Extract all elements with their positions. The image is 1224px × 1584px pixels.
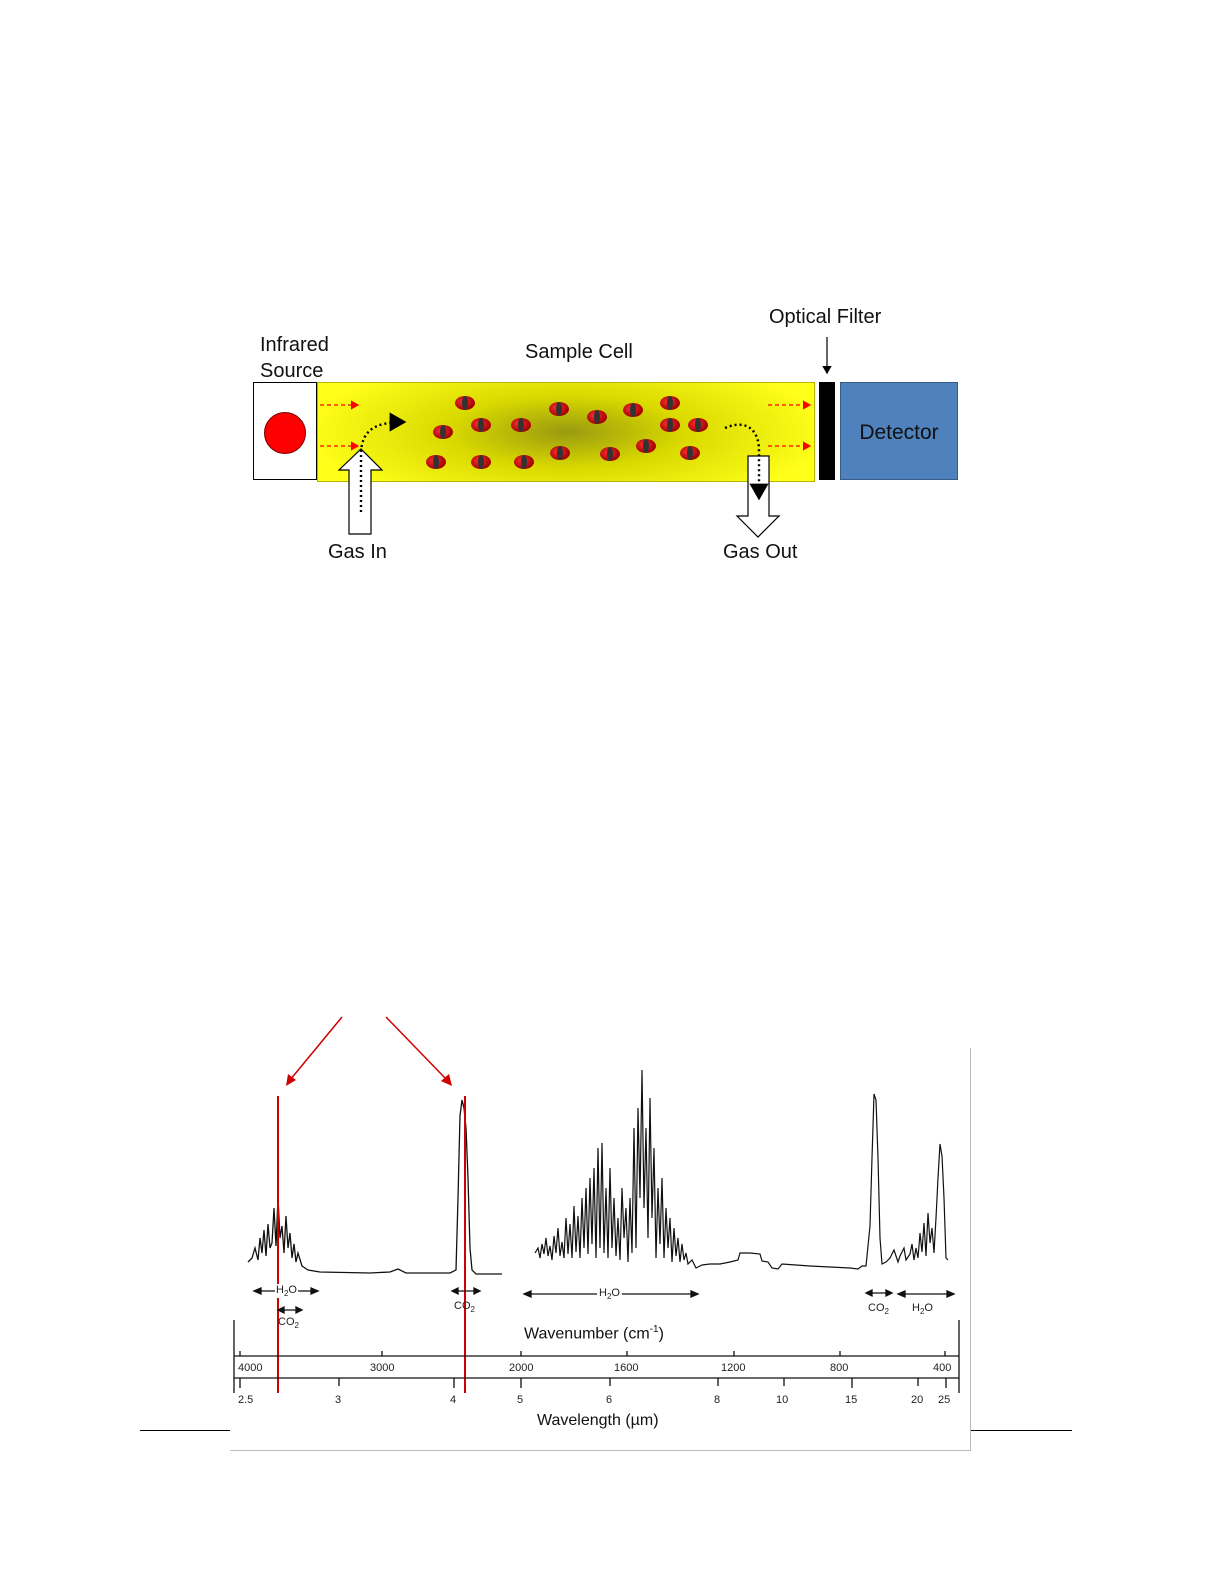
wavelength-tick-label: 25 [938,1394,951,1406]
wavenumber-title-text: Wavenumber (cm [524,1325,650,1343]
infrared-source-label: Infrared Source [260,332,329,384]
gas-out-arrow [735,455,781,538]
gas-in-label: Gas In [328,541,387,563]
diagram-overlay [320,337,832,538]
highlight-markers [277,1096,466,1393]
spectrum-trace-left [247,1099,502,1275]
molecule [623,403,643,417]
wavenumber-tick-label: 4000 [238,1362,263,1374]
detector: Detector [840,382,958,480]
wavelength-tick-label: 3 [335,1394,342,1406]
molecule [455,396,475,410]
infrared-source-emitter [264,412,306,454]
spectrum-trace-middle [534,1069,949,1270]
pointer-arrow-left [289,1016,343,1081]
axis-frame [233,1320,960,1393]
wavenumber-tick-label: 400 [933,1362,952,1374]
infrared-source-label-line2: Source [260,360,324,382]
page-rule-right [970,1430,1072,1431]
molecule [549,402,569,416]
wavelength-tick-label: 8 [714,1394,721,1406]
wavelength-tick-label: 5 [517,1394,524,1406]
gas-out-label: Gas Out [723,541,798,563]
molecule [471,455,491,469]
wavenumber-tick-label: 3000 [370,1362,395,1374]
detector-label: Detector [859,421,939,444]
gas-in-flow-path [359,412,407,512]
page-rule-left [140,1430,230,1431]
molecule [660,418,680,432]
wavenumber-tick-label: 800 [830,1362,849,1374]
molecule [660,396,680,410]
molecule [688,418,708,432]
band-label-h2o-left: H2O [275,1284,298,1299]
ir-spectrum: H2O CO2 CO2 H2O CO2 H2O Wavenumber (cm-1… [230,1048,971,1451]
band-label-h2o-right: H2O [912,1302,933,1317]
gas-molecules [426,396,708,469]
molecule [636,439,656,453]
band-label-co2-left: CO2 [278,1316,299,1331]
wavenumber-tick-label: 1200 [721,1362,746,1374]
band-label-co2-mid: CO2 [454,1300,475,1315]
wavelength-tick-label: 10 [776,1394,789,1406]
wavelength-tick-label: 15 [845,1394,858,1406]
pointer-arrow-right [385,1016,448,1081]
wavelength-tick-label: 6 [606,1394,613,1406]
optical-filter-label: Optical Filter [769,306,882,328]
band-label-h2o-mid: H2O [597,1287,622,1302]
spectrum-canvas [233,1069,960,1393]
molecule [471,418,491,432]
wavelength-tick-label: 20 [911,1394,924,1406]
sample-cell [317,382,815,482]
ndir-diagram: Infrared Source Sample Cell Optical Filt… [0,0,1224,600]
molecule [426,455,446,469]
infrared-source [253,382,317,480]
sample-cell-label: Sample Cell [525,341,633,363]
molecule [680,446,700,460]
wavenumber-tick-label: 2000 [509,1362,534,1374]
molecule [600,447,620,461]
wavelength-tick-label: 2.5 [238,1394,254,1406]
wavenumber-title-close: ) [658,1325,664,1343]
pointer-arrows [286,1016,452,1086]
molecule [587,410,607,424]
wavenumber-axis-title: Wavenumber (cm-1) [524,1324,664,1343]
infrared-source-label-line1: Infrared [260,334,329,356]
optical-filter [819,382,835,480]
wavelength-axis-title: Wavelength (µm) [537,1412,659,1429]
band-label-co2-right: CO2 [868,1302,889,1317]
wavenumber-title-exponent: -1 [649,1324,659,1335]
wavelength-tick-label: 4 [450,1394,457,1406]
wavenumber-tick-label: 1600 [614,1362,639,1374]
gas-out-flow-path [724,423,769,501]
molecule [550,446,570,460]
molecule [514,455,534,469]
molecule [511,418,531,432]
molecule [433,425,453,439]
